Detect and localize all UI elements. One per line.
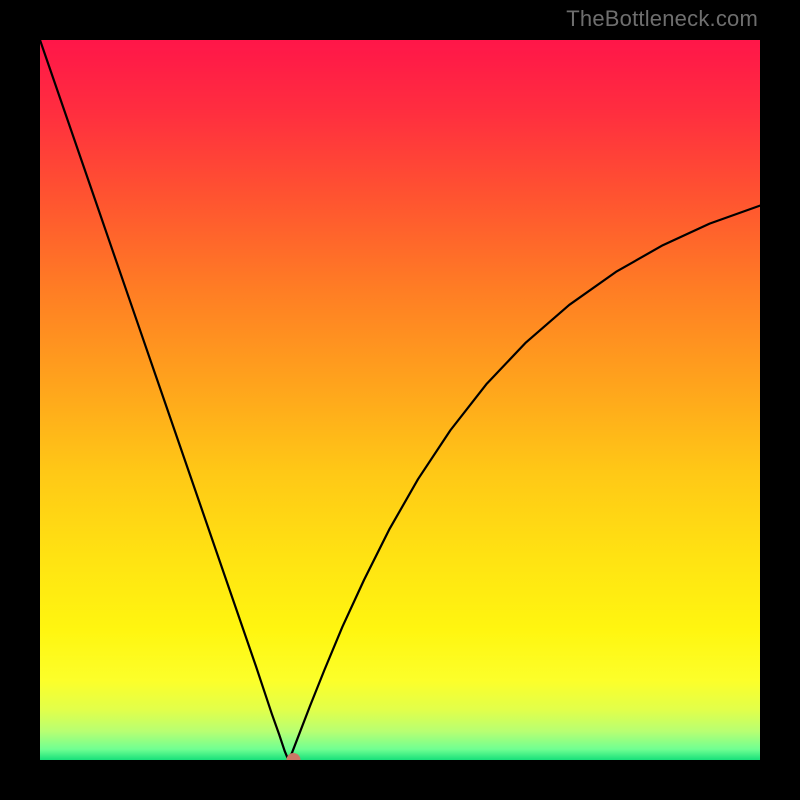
plot-background [40,40,760,760]
plot-area [40,40,760,760]
watermark-text: TheBottleneck.com [566,6,758,32]
plot-svg [40,40,760,760]
chart-frame: TheBottleneck.com [0,0,800,800]
